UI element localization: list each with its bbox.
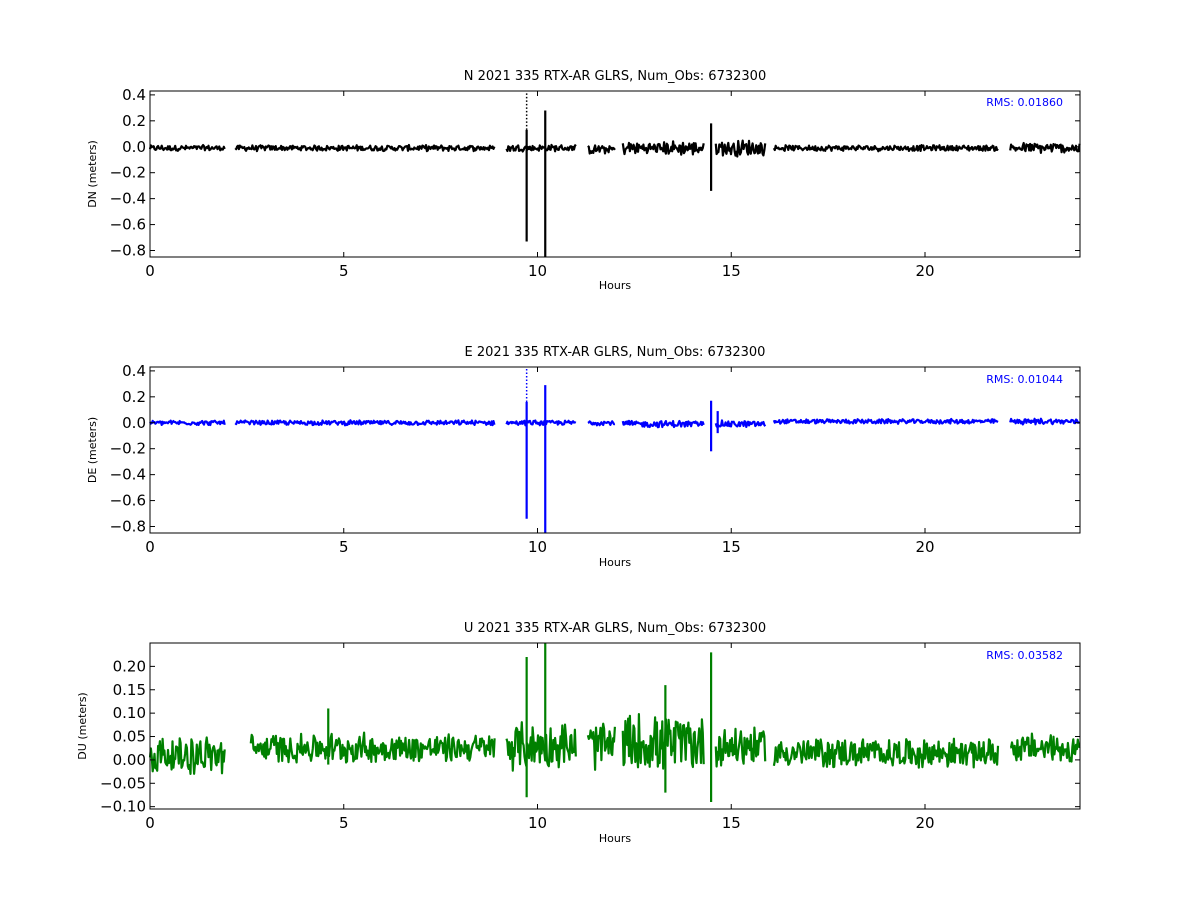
- panel-east-xtick-label: 10: [528, 538, 547, 556]
- panel-north-title: N 2021 335 RTX-AR GLRS, Num_Obs: 6732300: [464, 69, 766, 84]
- panel-up-ytick-label: 0.05: [113, 728, 146, 746]
- panel-up-ylabel: DU (meters): [76, 692, 89, 759]
- panel-east-ytick-label: 0.2: [122, 388, 146, 406]
- panel-north-xtick-label: 5: [339, 262, 349, 280]
- panel-east-xtick-label: 5: [339, 538, 349, 556]
- panel-north-series-segment: [1009, 141, 1081, 154]
- panel-east: E 2021 335 RTX-AR GLRS, Num_Obs: 6732300…: [86, 345, 1081, 569]
- panel-east-series-segment: [621, 419, 705, 429]
- panel-north-series-segment: [772, 144, 999, 153]
- panel-east-series-segment: [714, 419, 767, 429]
- panel-north-ytick-label: 0.2: [122, 112, 146, 130]
- panel-east-ytick-label: −0.4: [110, 466, 146, 484]
- panel-up: U 2021 335 RTX-AR GLRS, Num_Obs: 6732300…: [76, 621, 1081, 845]
- panel-up-title: U 2021 335 RTX-AR GLRS, Num_Obs: 6732300: [464, 621, 766, 636]
- panel-up-series-segment: [772, 737, 1000, 769]
- panel-east-ylabel: DE (meters): [86, 417, 99, 483]
- panel-up-series-segment: [621, 713, 705, 770]
- panel-north-xlabel: Hours: [599, 279, 631, 292]
- panel-up-series-segment: [586, 722, 616, 771]
- panel-east-series-segment: [234, 419, 496, 427]
- panel-east-ytick-label: 0.0: [122, 414, 146, 432]
- panel-up-ytick-label: 0.00: [113, 751, 146, 769]
- panel-north-ytick-label: −0.6: [110, 216, 146, 234]
- panel-north-ylabel: DN (meters): [86, 140, 99, 208]
- panel-north-series-segment: [505, 143, 577, 153]
- panel-east-ytick-label: −0.8: [110, 518, 146, 536]
- panel-up-xtick-label: 10: [528, 814, 547, 832]
- panel-up-series-segment: [1009, 732, 1081, 763]
- panel-up-ytick-label: 0.10: [113, 704, 146, 722]
- panel-north-series-segment: [148, 144, 226, 152]
- panel-up-xtick-label: 20: [915, 814, 934, 832]
- panel-north-rms: RMS: 0.01860: [986, 96, 1063, 109]
- panel-north-series-segment: [621, 140, 705, 156]
- panel-east-xtick-label: 0: [145, 538, 155, 556]
- panel-east-ytick-label: 0.4: [122, 362, 146, 380]
- panel-east-series-segment: [1009, 417, 1081, 426]
- panel-up-series-segment: [505, 721, 577, 772]
- panel-up-ytick-label: 0.15: [113, 681, 146, 699]
- panel-north-ytick-label: −0.2: [110, 164, 146, 182]
- panel-north-frame: [149, 90, 1081, 258]
- panel-east-rms: RMS: 0.01044: [986, 373, 1063, 386]
- panel-north-ytick-label: 0.0: [122, 138, 146, 156]
- panel-east-series-segment: [587, 420, 616, 427]
- panel-up-ticks: 0 5 10 15 20 0.20 0.15 0.10 0.05 0.00 −0.05 −0.10: [100, 643, 1080, 832]
- panel-north-data: [148, 91, 1081, 257]
- panel-north-ytick-label: −0.8: [110, 242, 146, 260]
- panel-east-series-segment: [772, 417, 999, 425]
- panel-east-title: E 2021 335 RTX-AR GLRS, Num_Obs: 6732300: [465, 345, 766, 360]
- panel-north-ytick-label: −0.4: [110, 190, 146, 208]
- panel-north-ticks: 0 5 10 15 20 0.4 0.2 0.0 −0.2 −0.4 −0.6 −0.8: [110, 86, 1080, 280]
- panel-north-xtick-label: 20: [915, 262, 934, 280]
- panel-north-xtick-label: 15: [722, 262, 741, 280]
- panel-up-ytick-label: 0.20: [113, 657, 146, 675]
- panel-north-series-segment: [587, 144, 616, 155]
- panel-north-ytick-label: 0.4: [122, 86, 146, 104]
- panel-north: N 2021 335 RTX-AR GLRS, Num_Obs: 6732300…: [86, 69, 1081, 292]
- panel-east-series-segment: [149, 419, 226, 427]
- panel-north-xtick-label: 10: [528, 262, 547, 280]
- panel-north-series-segment: [714, 139, 767, 158]
- panel-up-ytick-label: −0.10: [100, 798, 146, 816]
- panel-up-xtick-label: 5: [339, 814, 349, 832]
- panel-up-xtick-label: 15: [722, 814, 741, 832]
- panel-up-series-segment: [148, 736, 226, 775]
- panel-east-frame: [149, 366, 1081, 534]
- panel-north-series-segment: [234, 143, 496, 153]
- panel-up-series-segment: [249, 731, 496, 764]
- panel-up-xlabel: Hours: [599, 832, 631, 845]
- panel-up-data: [148, 643, 1081, 802]
- panel-up-xtick-label: 0: [145, 814, 155, 832]
- panel-east-xtick-label: 15: [722, 538, 741, 556]
- panel-up-ytick-label: −0.05: [100, 774, 146, 792]
- panel-east-series-segment: [505, 419, 577, 427]
- panel-east-ticks: 0 5 10 15 20 0.4 0.2 0.0 −0.2 −0.4 −0.6 −0.8: [110, 362, 1080, 556]
- panel-up-series-segment: [714, 726, 767, 768]
- panel-up-frame: [149, 642, 1081, 810]
- panel-east-xlabel: Hours: [599, 556, 631, 569]
- panel-east-ytick-label: −0.2: [110, 440, 146, 458]
- panel-up-rms: RMS: 0.03582: [986, 649, 1063, 662]
- panel-north-xtick-label: 0: [145, 262, 155, 280]
- panel-east-data: [149, 367, 1081, 533]
- panel-east-xtick-label: 20: [915, 538, 934, 556]
- panel-east-ytick-label: −0.6: [110, 492, 146, 510]
